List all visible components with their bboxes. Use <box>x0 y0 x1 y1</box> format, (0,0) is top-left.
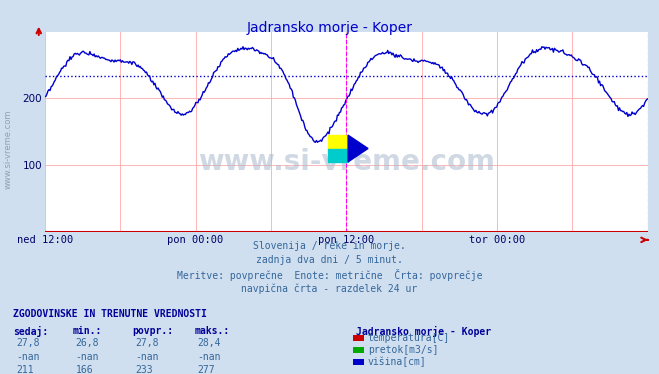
Text: 26,8: 26,8 <box>76 338 100 349</box>
Text: ZGODOVINSKE IN TRENUTNE VREDNOSTI: ZGODOVINSKE IN TRENUTNE VREDNOSTI <box>13 309 207 319</box>
Text: min.:: min.: <box>72 326 102 336</box>
Text: maks.:: maks.: <box>194 326 229 336</box>
Text: www.si-vreme.com: www.si-vreme.com <box>198 148 495 176</box>
Text: Jadransko morje - Koper: Jadransko morje - Koper <box>246 21 413 34</box>
Text: -nan: -nan <box>76 352 100 362</box>
Text: pretok[m3/s]: pretok[m3/s] <box>368 345 438 355</box>
Text: navpična črta - razdelek 24 ur: navpična črta - razdelek 24 ur <box>241 283 418 294</box>
Text: -nan: -nan <box>16 352 40 362</box>
Text: sedaj:: sedaj: <box>13 326 48 337</box>
Text: 27,8: 27,8 <box>16 338 40 349</box>
Text: www.si-vreme.com: www.si-vreme.com <box>3 110 13 189</box>
Text: 211: 211 <box>16 365 34 374</box>
Text: povpr.:: povpr.: <box>132 326 173 336</box>
Text: zadnja dva dni / 5 minut.: zadnja dva dni / 5 minut. <box>256 255 403 265</box>
Text: 27,8: 27,8 <box>135 338 159 349</box>
Text: Meritve: povprečne  Enote: metrične  Črta: povprečje: Meritve: povprečne Enote: metrične Črta:… <box>177 269 482 281</box>
Text: temperatura[C]: temperatura[C] <box>368 333 450 343</box>
Bar <box>328 135 348 148</box>
Text: -nan: -nan <box>135 352 159 362</box>
Text: Slovenija / reke in morje.: Slovenija / reke in morje. <box>253 241 406 251</box>
Text: višina[cm]: višina[cm] <box>368 357 426 367</box>
Text: Jadransko morje - Koper: Jadransko morje - Koper <box>356 326 491 337</box>
Text: -nan: -nan <box>198 352 221 362</box>
Bar <box>328 148 348 162</box>
Text: 277: 277 <box>198 365 215 374</box>
Text: 233: 233 <box>135 365 153 374</box>
Text: 28,4: 28,4 <box>198 338 221 349</box>
Polygon shape <box>348 135 368 162</box>
Text: 166: 166 <box>76 365 94 374</box>
